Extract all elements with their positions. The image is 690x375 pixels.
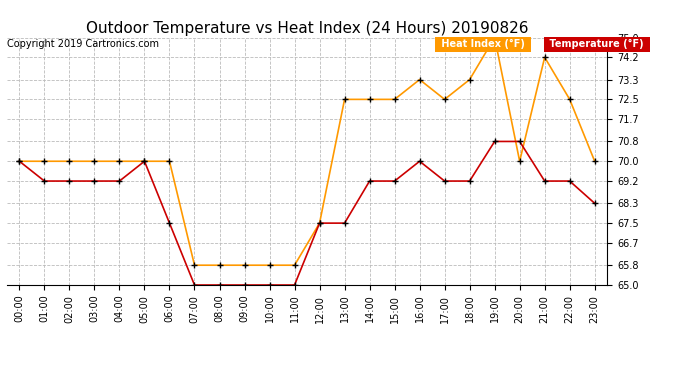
Text: Temperature (°F): Temperature (°F) (546, 39, 647, 50)
Text: Copyright 2019 Cartronics.com: Copyright 2019 Cartronics.com (7, 39, 159, 50)
Title: Outdoor Temperature vs Heat Index (24 Hours) 20190826: Outdoor Temperature vs Heat Index (24 Ho… (86, 21, 529, 36)
Text: Heat Index (°F): Heat Index (°F) (438, 39, 529, 50)
